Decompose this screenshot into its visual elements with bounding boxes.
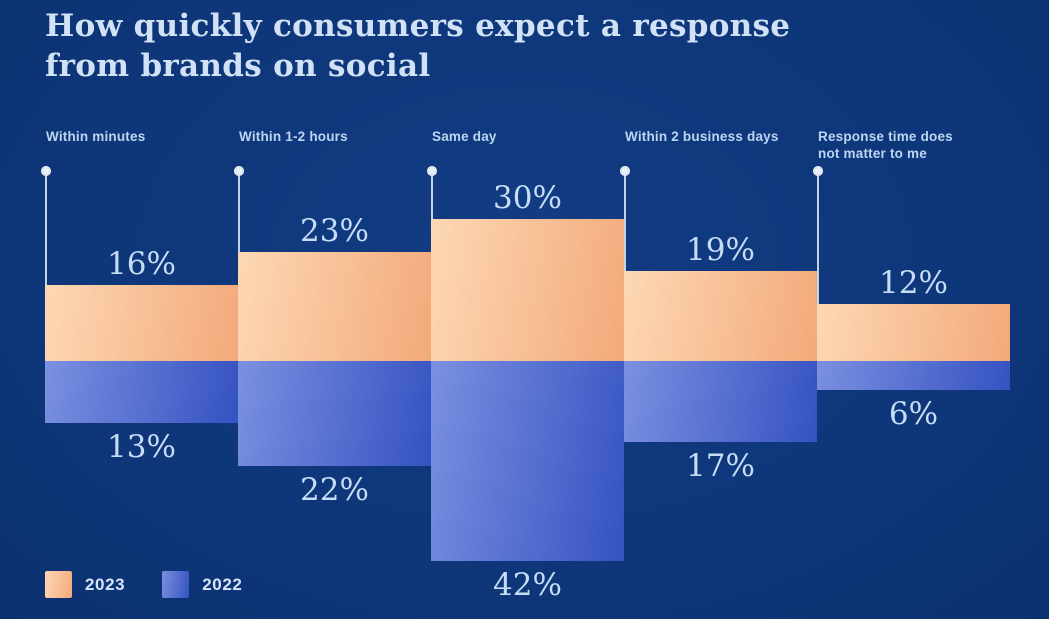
pin-dot-icon bbox=[427, 166, 437, 176]
value-label-2023: 12% bbox=[879, 265, 948, 301]
value-label-2022: 6% bbox=[888, 395, 939, 432]
bar-2022-3 bbox=[431, 361, 624, 561]
bar-2023-2 bbox=[238, 251, 431, 361]
bar-2022-5 bbox=[817, 361, 1010, 390]
legend-item-2023: 2023 bbox=[45, 571, 125, 598]
category-label: Same day bbox=[432, 129, 497, 144]
value-label-2023: 30% bbox=[493, 179, 562, 216]
bar-2023-4 bbox=[624, 270, 817, 361]
pin-line bbox=[817, 171, 819, 304]
category-label: Within minutes bbox=[46, 129, 146, 144]
value-label-2022: 17% bbox=[686, 447, 755, 484]
legend: 2023 2022 bbox=[45, 571, 242, 598]
pin-dot-icon bbox=[234, 166, 244, 176]
category-label: Within 2 business days bbox=[625, 129, 779, 144]
bar-2022-2 bbox=[238, 361, 431, 466]
legend-swatch-2022-icon bbox=[162, 571, 190, 598]
value-label-2022: 13% bbox=[107, 428, 176, 465]
value-label-2023: 23% bbox=[300, 212, 369, 249]
bar-2023-3 bbox=[431, 218, 624, 361]
bar-2022-4 bbox=[624, 361, 817, 442]
value-label-2023: 16% bbox=[107, 246, 176, 282]
pin-line bbox=[45, 171, 47, 285]
pin-line bbox=[431, 171, 433, 219]
bar-2023-1 bbox=[45, 285, 238, 361]
pin-line bbox=[624, 171, 626, 271]
pin-dot-icon bbox=[41, 166, 51, 176]
legend-item-2022: 2022 bbox=[162, 571, 242, 598]
pin-dot-icon bbox=[813, 166, 823, 176]
value-label-2022: 42% bbox=[493, 566, 562, 603]
chart-title: How quickly consumers expect a response … bbox=[45, 8, 791, 84]
category-label: Response time does not matter to me bbox=[818, 129, 953, 161]
legend-swatch-2023-icon bbox=[45, 571, 72, 598]
legend-label-2022: 2022 bbox=[202, 574, 243, 594]
value-label-2022: 22% bbox=[300, 471, 369, 508]
pin-line bbox=[238, 171, 240, 252]
bar-2022-1 bbox=[45, 361, 238, 423]
bar-2023-5 bbox=[817, 304, 1010, 361]
legend-label-2023: 2023 bbox=[85, 574, 126, 594]
value-label-2023: 19% bbox=[686, 231, 755, 268]
pin-dot-icon bbox=[620, 166, 630, 176]
category-label: Within 1-2 hours bbox=[239, 129, 348, 144]
